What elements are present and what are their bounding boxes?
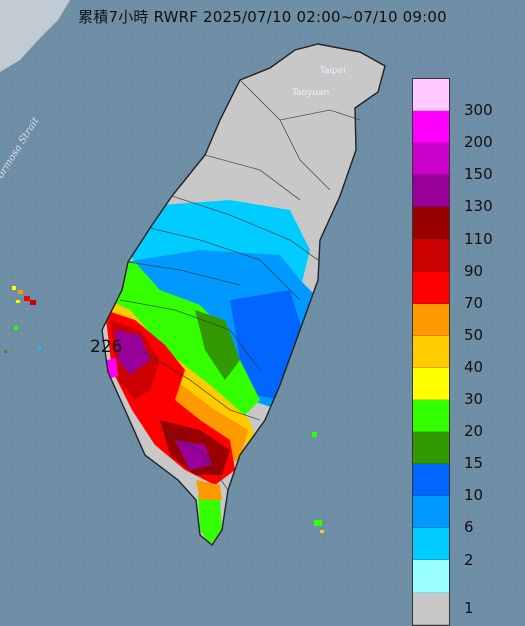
legend-label: 90 <box>464 261 484 280</box>
orchid-island <box>314 520 324 533</box>
legend-label: 130 <box>464 197 493 216</box>
legend-label: 300 <box>464 101 493 120</box>
penghu-islands <box>4 286 41 353</box>
legend-label: 6 <box>464 518 474 537</box>
legend-swatch <box>413 560 449 593</box>
legend-swatch <box>413 111 449 144</box>
place-label-taoyuan: Taoyuan <box>292 88 330 98</box>
legend-label: 30 <box>464 390 484 408</box>
legend-label: 110 <box>464 229 493 248</box>
legend-label: 10 <box>464 486 484 505</box>
color-legend <box>412 78 450 626</box>
taiwan-outline <box>101 43 386 547</box>
legend-swatch <box>413 464 449 497</box>
legend-swatch <box>413 496 449 529</box>
legend-swatch <box>413 271 449 304</box>
legend-label: 1 <box>464 598 474 617</box>
legend-swatch <box>413 143 449 176</box>
legend-swatch <box>413 79 449 112</box>
legend-swatch <box>413 335 449 368</box>
legend-label: 2 <box>464 550 474 569</box>
legend-swatch <box>413 432 449 465</box>
legend-swatch <box>413 528 449 561</box>
peak-value-label: 226 <box>90 337 123 357</box>
legend-swatch <box>413 592 449 625</box>
county-borders <box>119 79 361 491</box>
legend-swatch <box>413 239 449 272</box>
legend-label: 15 <box>464 454 484 473</box>
legend-label: 70 <box>464 293 484 312</box>
green-island <box>312 432 317 437</box>
mainland-coast <box>0 0 70 72</box>
legend-swatch <box>413 303 449 336</box>
legend-label: 50 <box>464 325 484 344</box>
legend-swatch <box>413 207 449 240</box>
legend-swatch <box>413 175 449 208</box>
legend-swatch <box>413 399 449 433</box>
legend-label: 20 <box>464 422 484 441</box>
legend-label: 200 <box>464 133 493 152</box>
legend-swatch <box>413 367 449 400</box>
place-label-taipei: Taipei <box>320 66 346 76</box>
map-title: 累積7小時 RWRF 2025/07/10 02:00~07/10 09:00 <box>78 8 447 26</box>
legend-label: 150 <box>464 165 493 184</box>
legend-label: 40 <box>464 357 484 376</box>
